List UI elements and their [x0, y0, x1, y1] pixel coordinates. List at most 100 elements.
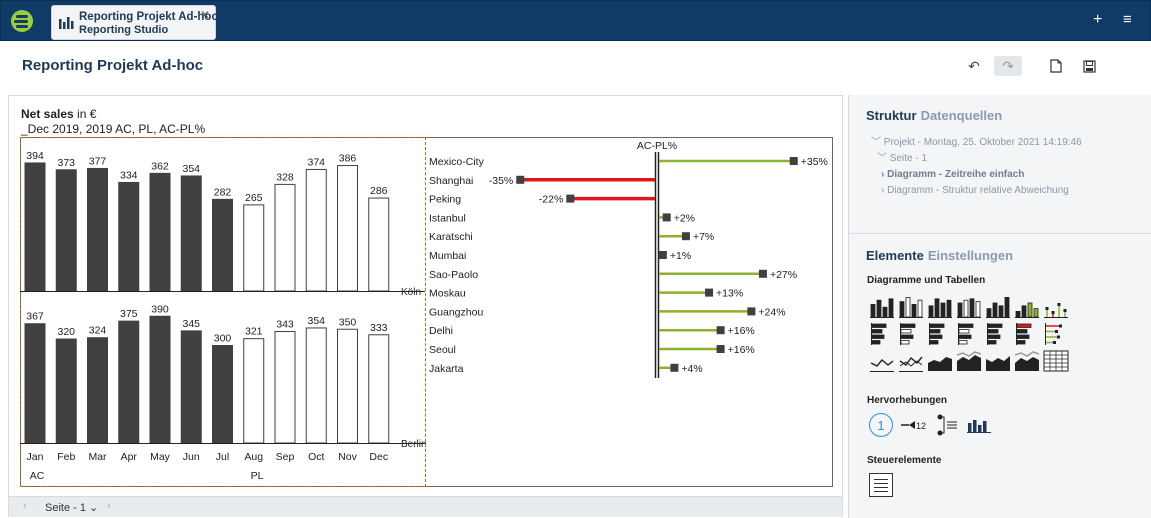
x-tick-apr: Apr: [121, 451, 138, 463]
stacked-column-icon[interactable]: [898, 295, 924, 319]
variance-label-sao-paolo: +27%: [770, 269, 797, 281]
variance-label-peking: -22%: [539, 194, 564, 206]
city-label-delhi: Delhi: [429, 325, 453, 337]
bracket-icon[interactable]: [937, 414, 959, 436]
next-page-icon[interactable]: ›: [107, 500, 111, 512]
tab-structure[interactable]: Struktur: [866, 108, 917, 123]
data-label-berlin-7: 321: [245, 326, 263, 338]
page-title: Reporting Projekt Ad-hoc: [22, 57, 204, 74]
tab-title: Reporting Projekt Ad-hoc: [79, 11, 218, 23]
city-label-istanbul: Istanbul: [429, 212, 466, 224]
redo-icon[interactable]: ↷: [994, 56, 1022, 76]
grouped-bar-icon[interactable]: [956, 322, 982, 346]
chart-title: Net sales in €: [21, 107, 96, 121]
pin-column-icon[interactable]: [1043, 295, 1069, 319]
tree-item-project[interactable]: ﹀ Projekt - Montag, 25. Oktober 2021 14:…: [871, 137, 1082, 148]
structure-tree: ﹀ Projekt - Montag, 25. Oktober 2021 14:…: [871, 135, 1082, 199]
variance-pin-jakarta: [670, 363, 679, 372]
city-label-peking: Peking: [429, 194, 461, 206]
tab-settings[interactable]: Einstellungen: [927, 248, 1014, 263]
tree-item-chart-timeseries[interactable]: › Diagramm - Zeitreihe einfach: [881, 169, 1025, 180]
multi-line-icon[interactable]: [898, 349, 924, 373]
bar-variance-icon[interactable]: [1014, 322, 1040, 346]
add-tab-icon[interactable]: +: [1093, 11, 1103, 28]
data-label-berlin-9: 354: [307, 315, 325, 327]
variance-pin-peking: [566, 194, 575, 203]
tree-item-chart-structure[interactable]: › Diagramm - Struktur relative Abweichun…: [881, 185, 1069, 196]
variance-chart-title: AC-PL%: [637, 140, 677, 152]
city-label-moskau: Moskau: [429, 288, 466, 300]
save-icon[interactable]: [1075, 56, 1103, 76]
data-label-köln-0: 394: [26, 150, 44, 162]
text-control-icon[interactable]: [869, 473, 893, 497]
value-arrow-icon[interactable]: 12: [901, 418, 929, 432]
area-difference-icon[interactable]: [1014, 349, 1040, 373]
data-label-berlin-8: 343: [276, 319, 294, 331]
stacked-bar-icon[interactable]: [898, 322, 924, 346]
close-tab-icon[interactable]: ✕: [199, 8, 210, 22]
column-variance-icon[interactable]: [1014, 295, 1040, 319]
app-logo-icon[interactable]: [11, 10, 33, 32]
chart-type-grid: [869, 295, 1072, 376]
area-chart-icon[interactable]: [927, 349, 953, 373]
stacked-area-icon[interactable]: [956, 349, 982, 373]
variance-pin-moskau: [705, 288, 714, 297]
column-chart-icon[interactable]: [869, 295, 895, 319]
page-select[interactable]: Seite - 1 ⌄: [45, 502, 99, 514]
x-tick-jun: Jun: [183, 451, 200, 463]
undo-icon[interactable]: ↶: [968, 57, 980, 74]
variance-label-jakarta: +4%: [681, 363, 702, 375]
data-label-köln-11: 286: [370, 185, 388, 197]
number-marker-icon[interactable]: 1: [869, 413, 893, 437]
city-label-seoul: Seoul: [429, 344, 456, 356]
data-label-köln-4: 362: [151, 160, 169, 172]
grouped-column-icon[interactable]: [956, 295, 982, 319]
area-variance-icon[interactable]: [985, 349, 1011, 373]
new-document-icon[interactable]: [1042, 56, 1070, 76]
bar-highlight-icon[interactable]: [967, 417, 991, 433]
variance-label-guangzhou: +24%: [758, 306, 785, 318]
x-tick-may: May: [150, 451, 171, 463]
data-label-berlin-11: 333: [370, 322, 388, 334]
variance-label-mumbai: +1%: [670, 250, 691, 262]
x-tick-nov: Nov: [338, 451, 357, 463]
prev-page-icon[interactable]: ‹: [23, 500, 27, 512]
variance-pin-mexico-city: [789, 157, 798, 165]
tree-item-page[interactable]: ﹀ Seite - 1: [877, 153, 928, 164]
waterfall-column-icon[interactable]: [985, 295, 1011, 319]
group-label-ac: AC: [30, 470, 45, 482]
element-tabs: Elemente Einstellungen: [866, 248, 1017, 263]
tab-data-sources[interactable]: Datenquellen: [920, 108, 1003, 123]
x-tick-oct: Oct: [308, 451, 324, 463]
data-label-berlin-10: 350: [339, 316, 357, 328]
data-label-berlin-3: 375: [120, 308, 138, 320]
x-tick-sep: Sep: [276, 451, 295, 463]
pin-bar-icon[interactable]: [1043, 322, 1069, 346]
variance-pin-shanghai: [516, 175, 525, 184]
chart-title-main: Net sales: [21, 107, 74, 121]
data-label-köln-10: 386: [339, 153, 357, 165]
panel-divider: [849, 233, 1151, 234]
data-label-köln-8: 328: [276, 171, 294, 183]
hamburger-menu-icon[interactable]: ≡: [1123, 11, 1132, 28]
variance-bar-icon[interactable]: [927, 322, 953, 346]
x-tick-aug: Aug: [244, 451, 263, 463]
tab-elements[interactable]: Elemente: [866, 248, 924, 263]
bar-chart-icon[interactable]: [869, 322, 895, 346]
variance-label-mexico-city: +35%: [801, 156, 828, 168]
line-chart-icon[interactable]: [869, 349, 895, 373]
table-icon[interactable]: [1043, 349, 1069, 373]
report-canvas: Net sales in € _Dec 2019, 2019 AC, PL, A…: [8, 95, 843, 517]
variance-column-icon[interactable]: [927, 295, 953, 319]
variance-pin-karatschi: [681, 232, 690, 241]
city-label-sao-paolo: Sao-Paolo: [429, 269, 478, 281]
city-label-karatschi: Karatschi: [429, 231, 473, 243]
variance-label-shanghai: -35%: [489, 175, 514, 187]
value-arrow-label: 12: [916, 421, 926, 431]
selected-chart-outline[interactable]: [20, 137, 426, 487]
data-label-köln-9: 374: [307, 156, 325, 168]
waterfall-bar-icon[interactable]: [985, 322, 1011, 346]
variance-pin-mumbai: [658, 251, 667, 259]
x-tick-jan: Jan: [27, 451, 44, 463]
document-tab[interactable]: Reporting Projekt Ad-hoc Reporting Studi…: [51, 5, 218, 40]
